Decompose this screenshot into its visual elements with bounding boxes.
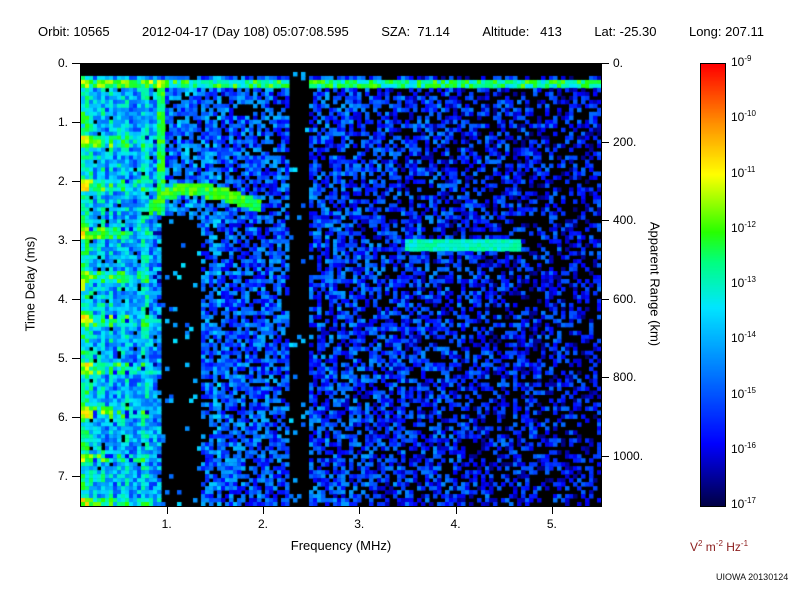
orbit-label: Orbit: bbox=[38, 24, 70, 39]
y-axis-tick bbox=[72, 357, 80, 359]
y-axis-tick bbox=[72, 298, 80, 300]
spectrogram-canvas bbox=[81, 64, 601, 506]
altitude-label: Altitude: bbox=[482, 24, 530, 39]
x-axis-tick bbox=[455, 506, 457, 514]
x-axis-tick bbox=[166, 506, 168, 514]
right-axis-tick-label: 600. bbox=[613, 291, 637, 306]
x-axis-tick bbox=[551, 506, 553, 514]
datetime-field: 2012-04-17 (Day 108) 05:07:08.595 bbox=[142, 24, 349, 39]
colorbar-tick-label: 10-10 bbox=[731, 109, 756, 125]
y-axis-tick-label: 1. bbox=[57, 114, 68, 129]
right-axis-tick-label: 800. bbox=[613, 370, 637, 385]
orbit-field: Orbit: 10565 bbox=[38, 24, 110, 39]
long-value: 207.11 bbox=[725, 24, 764, 39]
y-axis-tick bbox=[72, 180, 80, 182]
y-axis-tick bbox=[72, 416, 80, 418]
x-axis-title: Frequency (MHz) bbox=[290, 538, 392, 553]
y-axis-tick-label: 5. bbox=[57, 350, 68, 365]
y-axis-tick-label: 3. bbox=[57, 232, 68, 247]
right-axis-tick bbox=[601, 63, 609, 64]
colorbar-tick-label: 10-14 bbox=[731, 330, 756, 346]
sza-field: SZA: 71.14 bbox=[381, 24, 450, 39]
x-axis-tick-label: 1. bbox=[161, 517, 172, 531]
right-axis-tick bbox=[601, 377, 609, 379]
x-axis-tick bbox=[359, 506, 361, 514]
right-axis-tick-label: 200. bbox=[613, 134, 637, 149]
sza-label: SZA: bbox=[381, 24, 411, 39]
right-axis-tick bbox=[601, 220, 609, 222]
header-info-bar: Orbit: 10565 2012-04-17 (Day 108) 05:07:… bbox=[38, 24, 764, 39]
y-axis-tick bbox=[72, 239, 80, 241]
x-axis-tick-label: 3. bbox=[354, 517, 365, 531]
y-axis-tick bbox=[72, 121, 80, 123]
colorbar-tick-label: 10-16 bbox=[731, 440, 756, 456]
colorbar-tick-label: 10-9 bbox=[731, 54, 752, 70]
altitude-field: Altitude: 413 bbox=[482, 24, 562, 39]
colorbar-unit-label: V2 m-2 Hz-1 bbox=[689, 539, 749, 555]
y-axis-tick-label: 0. bbox=[57, 56, 68, 70]
long-field: Long: 207.11 bbox=[689, 24, 764, 39]
y-axis-tick-label: 6. bbox=[57, 409, 68, 424]
right-axis-tick bbox=[601, 141, 609, 143]
lat-value: -25.30 bbox=[619, 24, 657, 39]
colorbar-tick-label: 10-12 bbox=[731, 219, 756, 235]
right-axis-tick-label: 0. bbox=[613, 56, 624, 70]
y-axis-title: Time Delay (ms) bbox=[22, 236, 38, 332]
x-axis-tick-label: 4. bbox=[450, 517, 461, 531]
y-axis-tick-label: 4. bbox=[57, 291, 68, 306]
altitude-value: 413 bbox=[540, 24, 562, 39]
lat-field: Lat: -25.30 bbox=[594, 24, 656, 39]
colorbar-canvas bbox=[701, 64, 725, 506]
right-axis-title: Apparent Range (km) bbox=[647, 221, 663, 347]
y-axis-tick bbox=[72, 475, 80, 477]
sza-value: 71.14 bbox=[417, 24, 450, 39]
x-axis-tick bbox=[262, 506, 264, 514]
long-label: Long: bbox=[688, 24, 722, 39]
spectrogram-plot-area bbox=[80, 63, 602, 507]
y-axis-tick-label: 2. bbox=[57, 173, 68, 188]
credit-stamp: UIOWA 20130124 bbox=[716, 572, 789, 582]
colorbar-tick-label: 10-17 bbox=[731, 496, 756, 512]
lat-label: Lat: bbox=[594, 24, 617, 39]
right-axis-tick-label: 400. bbox=[613, 213, 637, 228]
y-axis-tick-label: 7. bbox=[57, 468, 68, 483]
colorbar bbox=[700, 63, 726, 507]
right-axis-tick-label: 1000. bbox=[613, 448, 644, 463]
colorbar-tick-label: 10-15 bbox=[731, 385, 756, 401]
y-axis-tick bbox=[72, 63, 80, 64]
x-axis-tick-label: 2. bbox=[257, 517, 268, 531]
right-axis-tick bbox=[601, 298, 609, 300]
right-axis-tick bbox=[601, 455, 609, 457]
orbit-value: 10565 bbox=[73, 24, 110, 39]
x-axis-tick-label: 5. bbox=[546, 517, 557, 531]
colorbar-tick-label: 10-13 bbox=[731, 275, 756, 291]
colorbar-tick-label: 10-11 bbox=[731, 164, 756, 180]
